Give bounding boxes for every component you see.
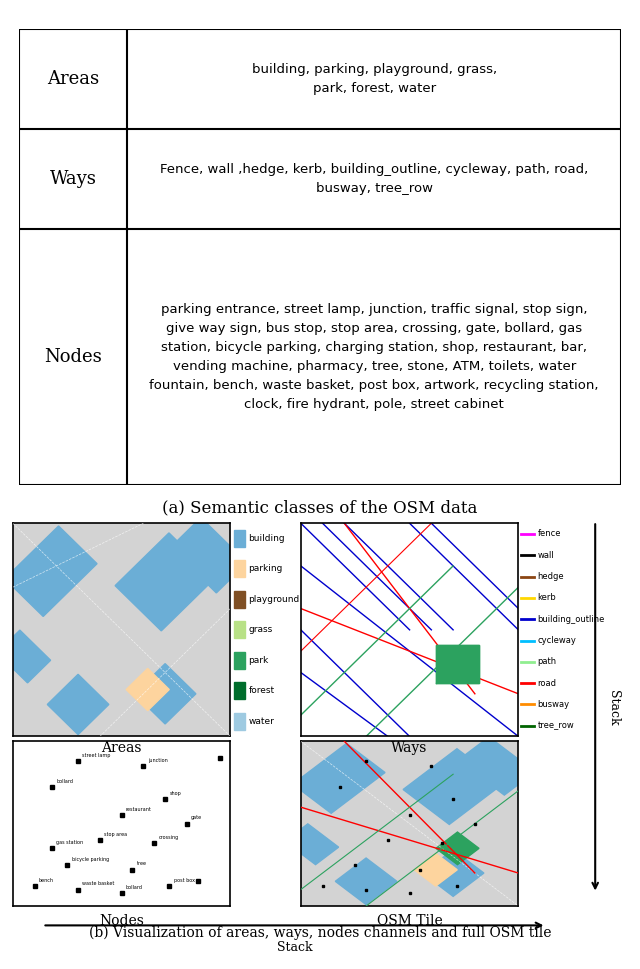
Text: forest: forest — [248, 686, 275, 696]
Text: stop area: stop area — [104, 831, 127, 837]
Bar — [422, 850, 484, 896]
Text: Stack: Stack — [276, 942, 312, 954]
Text: tree: tree — [137, 861, 147, 866]
Text: Areas: Areas — [101, 741, 142, 755]
Bar — [414, 854, 457, 886]
Text: bicycle parking: bicycle parking — [72, 857, 109, 861]
Text: OSM Tile: OSM Tile — [377, 914, 442, 927]
Text: parking: parking — [248, 564, 283, 574]
Text: water: water — [248, 717, 274, 726]
Text: tree_row: tree_row — [538, 721, 574, 731]
Text: gate: gate — [191, 815, 202, 821]
Bar — [403, 749, 503, 825]
Text: Stack: Stack — [607, 690, 620, 725]
Text: bollard: bollard — [126, 885, 143, 890]
Text: wall: wall — [538, 550, 554, 560]
Text: shop: shop — [170, 791, 181, 796]
Text: junction: junction — [148, 758, 168, 763]
Text: Ways: Ways — [50, 171, 97, 188]
Text: grass: grass — [248, 625, 273, 635]
Text: busway: busway — [538, 700, 570, 709]
Text: park: park — [248, 656, 269, 665]
Text: gas station: gas station — [56, 840, 83, 845]
Bar — [436, 644, 479, 683]
Bar — [234, 621, 245, 639]
Text: restaurant: restaurant — [126, 807, 152, 812]
Text: waste basket: waste basket — [83, 881, 115, 887]
Text: Fence, wall ,hedge, kerb, building_outline, cycleway, path, road,
busway, tree_r: Fence, wall ,hedge, kerb, building_outli… — [160, 164, 588, 196]
Bar — [134, 664, 196, 724]
Text: street lamp: street lamp — [83, 753, 111, 758]
Text: hedge: hedge — [538, 572, 564, 581]
Bar — [0, 630, 51, 683]
Bar — [4, 526, 97, 616]
Bar — [234, 560, 245, 578]
Bar — [335, 858, 397, 905]
Bar — [47, 674, 109, 735]
Bar — [170, 517, 247, 593]
Bar — [285, 824, 339, 864]
Bar — [234, 591, 245, 608]
Text: (a) Semantic classes of the OSM data: (a) Semantic classes of the OSM data — [163, 499, 477, 516]
Text: bollard: bollard — [56, 779, 74, 784]
Text: (b) Visualization of areas, ways, nodes channels and full OSM tile: (b) Visualization of areas, ways, nodes … — [89, 925, 551, 940]
Text: post box: post box — [174, 878, 195, 883]
Text: Nodes: Nodes — [99, 914, 144, 927]
Text: path: path — [538, 657, 557, 667]
Bar — [458, 736, 535, 796]
Text: parking entrance, street lamp, junction, traffic signal, stop sign,
give way sig: parking entrance, street lamp, junction,… — [149, 303, 599, 411]
Text: kerb: kerb — [538, 593, 556, 603]
Bar — [234, 652, 245, 669]
Bar — [436, 832, 479, 864]
Text: crossing: crossing — [159, 835, 179, 840]
Text: building: building — [248, 534, 285, 543]
Bar — [234, 530, 245, 547]
Bar — [292, 743, 385, 813]
Text: fence: fence — [538, 529, 561, 539]
Bar — [234, 712, 245, 730]
Text: playground: playground — [248, 595, 300, 604]
Text: Nodes: Nodes — [44, 348, 102, 366]
Bar — [115, 533, 215, 631]
Bar — [126, 669, 169, 710]
Text: building, parking, playground, grass,
park, forest, water: building, parking, playground, grass, pa… — [252, 63, 497, 95]
Text: Ways: Ways — [392, 741, 428, 755]
Bar — [234, 682, 245, 700]
Text: cycleway: cycleway — [538, 636, 577, 645]
Text: building_outline: building_outline — [538, 614, 605, 624]
Text: Areas: Areas — [47, 70, 99, 88]
Text: road: road — [538, 678, 557, 688]
Text: bench: bench — [39, 878, 54, 883]
